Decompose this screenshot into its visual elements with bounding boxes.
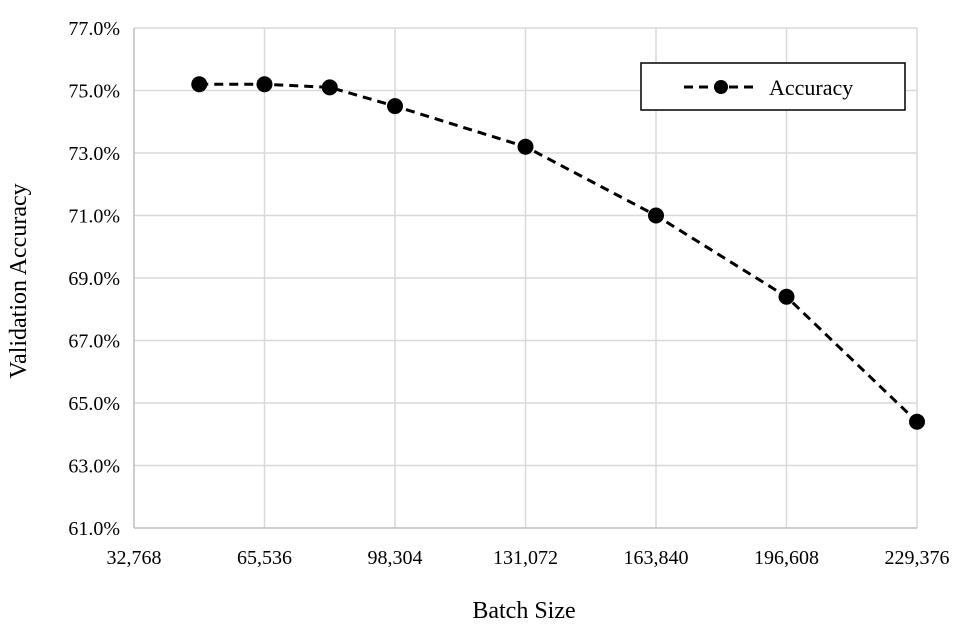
x-tick-label: 229,376	[885, 547, 950, 569]
series-accuracy	[191, 76, 925, 430]
x-axis-title: Batch Size	[472, 598, 575, 624]
legend: Accuracy	[640, 62, 906, 111]
y-tick-label: 77.0%	[68, 18, 120, 40]
x-tick-label: 32,768	[107, 547, 162, 569]
x-tick-label: 163,840	[624, 547, 689, 569]
axes	[133, 28, 917, 529]
y-tick-label: 71.0%	[68, 206, 120, 228]
legend-label-accuracy: Accuracy	[769, 75, 853, 100]
data-point	[191, 76, 208, 93]
y-tick-label: 73.0%	[68, 143, 120, 165]
data-point	[321, 79, 338, 96]
data-point	[517, 138, 534, 155]
tick-labels: 61.0% 63.0% 65.0% 67.0% 69.0% 71.0% 73.0% 75.0%…	[68, 18, 949, 569]
x-tick-label: 196,608	[754, 547, 819, 569]
data-point	[909, 413, 925, 430]
legend-marker	[714, 80, 728, 94]
data-point	[778, 288, 795, 305]
y-tick-label: 69.0%	[68, 268, 120, 290]
x-tick-label: 98,304	[368, 547, 423, 569]
data-point	[648, 207, 664, 224]
y-tick-label: 61.0%	[68, 518, 120, 540]
data-point	[387, 98, 403, 115]
y-tick-label: 75.0%	[68, 81, 120, 103]
y-tick-label: 67.0%	[68, 331, 120, 353]
y-axis-title: Validation Accuracy	[6, 183, 32, 378]
data-point	[256, 76, 273, 93]
x-tick-label: 131,072	[493, 547, 558, 569]
y-tick-label: 63.0%	[68, 456, 120, 478]
x-tick-label: 65,536	[237, 547, 292, 569]
series-line	[199, 82, 919, 423]
y-tick-label: 65.0%	[68, 393, 120, 415]
